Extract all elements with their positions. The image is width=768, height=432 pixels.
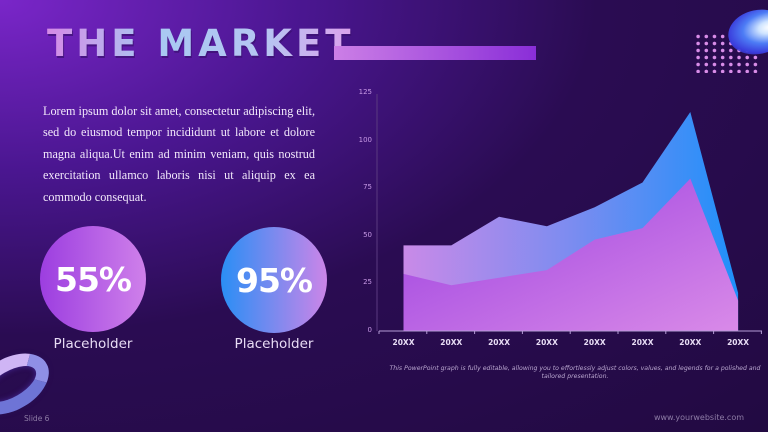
slide-number: Slide 6 bbox=[24, 414, 50, 423]
y-axis-tick-label: 50 bbox=[363, 230, 372, 239]
stat-value-2: 95% bbox=[236, 260, 313, 300]
x-axis-category-label: 20XX bbox=[488, 338, 511, 347]
page-title: THE MARKET bbox=[47, 22, 355, 65]
y-axis-tick-label: 25 bbox=[363, 278, 372, 287]
body-paragraph: Lorem ipsum dolor sit amet, consectetur … bbox=[43, 104, 315, 204]
y-axis-tick-label: 100 bbox=[358, 135, 372, 144]
chart-plot-area bbox=[376, 94, 762, 334]
x-axis-category-label: 20XX bbox=[583, 338, 606, 347]
stat-value-1: 55% bbox=[55, 259, 132, 299]
y-axis-tick-label: 0 bbox=[367, 326, 372, 334]
website-link: www.yourwebsite.com bbox=[653, 413, 744, 422]
y-axis-tick-label: 125 bbox=[358, 88, 372, 96]
area-chart: 0 25 50 75 100 125 20XX 20XX 20XX 20XX 20XX 20XX 20… bbox=[340, 85, 768, 355]
x-axis-category-label: 20XX bbox=[535, 338, 558, 347]
x-axis-category-label: 20XX bbox=[631, 338, 654, 347]
x-axis-category-label: 20XX bbox=[727, 338, 750, 347]
page-title-shadow: THE MARKET bbox=[48, 24, 356, 67]
stat-label-1: Placeholder bbox=[53, 336, 133, 352]
x-axis-category-label: 20XX bbox=[679, 338, 702, 347]
x-axis-category-label: 20XX bbox=[392, 338, 415, 347]
y-axis-tick-label: 75 bbox=[363, 183, 372, 192]
stat-label-2: Placeholder bbox=[234, 336, 314, 352]
stat-circle-1: 55% bbox=[40, 226, 146, 332]
area-series-2 bbox=[403, 178, 739, 331]
x-axis-category-label: 20XX bbox=[440, 338, 463, 347]
stat-circle-2: 95% bbox=[221, 227, 327, 333]
chart-caption: This PowerPoint graph is fully editable,… bbox=[389, 365, 761, 380]
title-accent-bar bbox=[334, 46, 536, 60]
